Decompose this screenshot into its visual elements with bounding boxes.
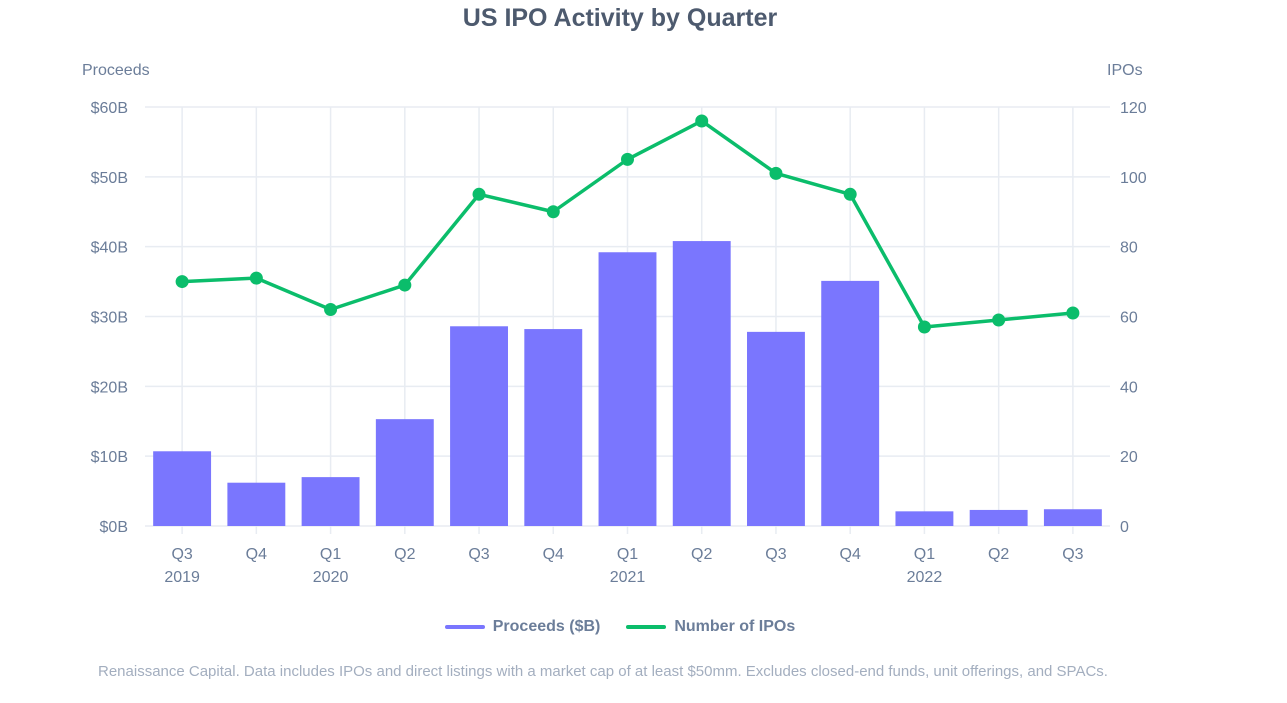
x-tick-year: 2019 [164, 569, 200, 586]
point-number-of-ipos [472, 187, 486, 201]
y-axis-right-title: IPOs [1107, 62, 1143, 79]
x-tick-quarter: Q4 [543, 546, 564, 563]
y-tick-right: 60 [1120, 310, 1138, 327]
bar-proceeds [524, 329, 583, 526]
bar-proceeds [1043, 509, 1102, 526]
y-tick-left: $50B [91, 170, 128, 187]
y-tick-right: 100 [1120, 170, 1147, 187]
bar-proceeds [450, 326, 508, 526]
y-tick-left: $60B [91, 100, 128, 117]
point-number-of-ipos [843, 187, 857, 201]
y-tick-right: 0 [1120, 519, 1129, 536]
legend: Proceeds ($B) Number of IPOs [0, 618, 1240, 636]
chart-plot: $0B 0 $10B 20 $20B 40 $30B 60 $40B 80 $50B 100 $60B 1… [91, 100, 1147, 586]
y-tick-left: $40B [91, 240, 128, 257]
legend-item-proceeds[interactable]: Proceeds ($B) [444, 618, 601, 636]
x-tick-quarter: Q2 [394, 546, 415, 563]
point-number-of-ipos [1066, 306, 1080, 320]
legend-label-proceeds: Proceeds ($B) [492, 618, 601, 635]
bar-proceeds [895, 511, 954, 526]
legend-swatch-ipos [626, 625, 667, 629]
y-tick-left: $30B [91, 310, 128, 327]
point-number-of-ipos [398, 278, 412, 292]
bar-proceeds [672, 241, 731, 526]
y-tick-right: 20 [1120, 449, 1138, 466]
x-tick-quarter: Q1 [914, 546, 935, 563]
point-number-of-ipos [621, 152, 634, 166]
y-tick-right: 40 [1120, 379, 1138, 396]
x-tick-quarter: Q3 [468, 546, 489, 563]
bar-proceeds [969, 509, 1028, 526]
x-tick-quarter: Q3 [765, 546, 786, 563]
point-number-of-ipos [249, 271, 263, 285]
point-number-of-ipos [324, 303, 338, 317]
bar-proceeds [153, 451, 212, 526]
x-tick-quarter: Q2 [988, 546, 1009, 563]
y-axis-left-title: Proceeds [82, 62, 150, 79]
point-number-of-ipos [175, 275, 189, 289]
legend-item-ipos[interactable]: Number of IPOs [626, 618, 795, 636]
point-number-of-ipos [917, 320, 931, 334]
x-tick-quarter: Q4 [840, 546, 861, 563]
bar-proceeds [747, 331, 805, 526]
bar-proceeds [375, 419, 434, 526]
x-tick-quarter: Q1 [617, 546, 638, 563]
bar-proceeds [227, 482, 286, 526]
x-tick-quarter: Q3 [171, 546, 192, 563]
point-number-of-ipos [769, 166, 783, 180]
y-tick-right: 120 [1120, 100, 1147, 117]
x-tick-quarter: Q3 [1062, 546, 1083, 563]
point-number-of-ipos [992, 313, 1006, 327]
y-tick-right: 80 [1120, 240, 1138, 257]
x-tick-quarter: Q2 [691, 546, 712, 563]
x-tick-year: 2022 [907, 569, 943, 586]
bar-proceeds [821, 280, 880, 526]
bar-proceeds [598, 252, 657, 526]
y-tick-left: $0B [100, 519, 128, 536]
x-tick-year: 2020 [313, 569, 349, 586]
legend-label-ipos: Number of IPOs [674, 618, 796, 635]
point-number-of-ipos [546, 205, 560, 219]
footnote: Renaissance Capital. Data includes IPOs … [98, 663, 1108, 680]
x-tick-quarter: Q1 [320, 546, 341, 563]
x-tick-quarter: Q4 [246, 546, 267, 563]
chart-title: US IPO Activity by Quarter [462, 4, 778, 32]
y-tick-left: $20B [91, 379, 128, 396]
legend-swatch-proceeds [444, 625, 485, 629]
bar-proceeds [301, 477, 360, 526]
point-number-of-ipos [695, 114, 709, 128]
x-tick-year: 2021 [610, 569, 646, 586]
y-tick-left: $10B [91, 449, 128, 466]
